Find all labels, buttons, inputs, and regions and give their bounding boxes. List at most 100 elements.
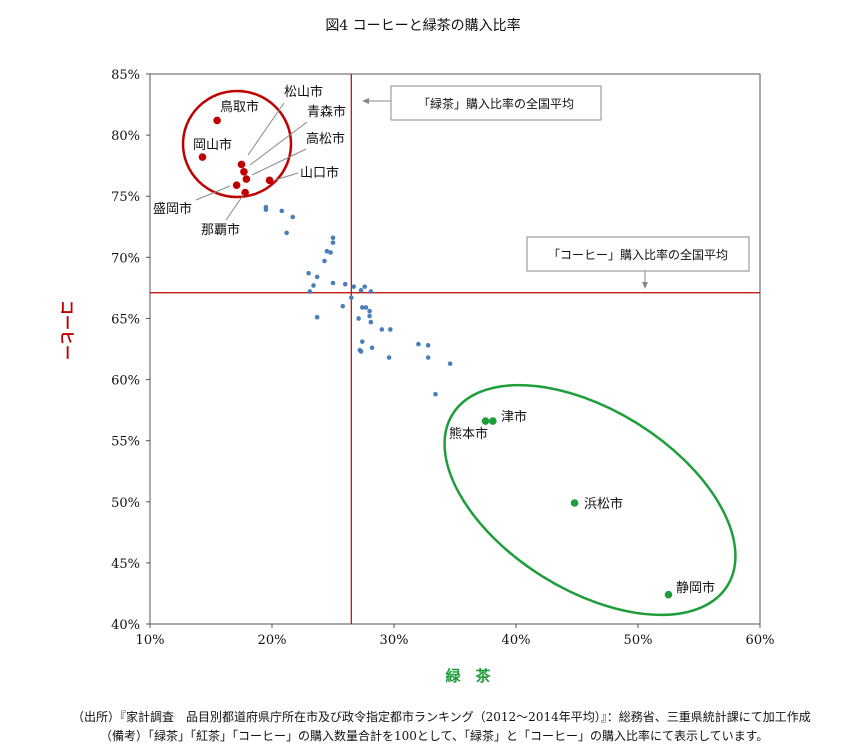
y-tick-label: 75% (111, 190, 140, 205)
data-point (284, 230, 289, 236)
data-point (351, 284, 357, 289)
label-leader-line (274, 172, 299, 181)
x-tick-label: 60% (746, 633, 775, 648)
data-point (330, 280, 336, 286)
data-point-red (265, 176, 274, 185)
data-point (358, 288, 364, 293)
x-tick-label: 10% (136, 633, 165, 648)
data-point (356, 316, 361, 321)
data-point (340, 303, 346, 309)
data-point-red (198, 153, 207, 161)
data-point (330, 235, 336, 241)
label-leader-line (247, 102, 285, 156)
y-tick-label: 45% (111, 557, 140, 572)
point-label: 岡山市 (193, 137, 232, 153)
y-tick-label: 65% (111, 312, 140, 327)
data-point (386, 355, 392, 360)
data-point (314, 314, 320, 320)
data-point (328, 250, 333, 255)
data-point-red (241, 188, 249, 197)
label-leader-line (195, 185, 231, 201)
label-leader-line (251, 148, 307, 176)
x-tick-label: 30% (380, 633, 409, 648)
y-tick-label: 55% (111, 435, 140, 450)
point-label: 浜松市 (584, 496, 623, 512)
point-label: 熊本市 (449, 426, 488, 442)
y-tick-label: 50% (111, 496, 140, 511)
data-point (367, 313, 372, 319)
y-tick-label: 40% (111, 618, 140, 633)
data-point (362, 284, 368, 289)
data-point (367, 308, 372, 314)
data-point (425, 343, 431, 348)
data-point (307, 289, 313, 294)
source-note: （出所）『家計調査 品目別都道府県庁所在市及び政令指定都市ランキング（2012～… (72, 710, 811, 724)
data-point (330, 240, 336, 245)
data-point (379, 327, 385, 332)
y-tick-label: 80% (111, 129, 140, 144)
scatter-chart: 図4 コーヒーと緑茶の購入比率 10% 20% 30% 40% 50% 60% 40% 45%… (58, 17, 775, 685)
data-point-red (240, 167, 248, 176)
y-axis-label: コーヒー (58, 300, 76, 360)
green-tea-average-callout (390, 85, 602, 121)
remarks-note: （備考）「緑茶」「紅茶」「コーヒー」の購入数量合計を100として、「緑茶」と「コ… (100, 729, 769, 743)
y-tick-label: 60% (111, 374, 140, 389)
data-point (359, 339, 365, 344)
x-tick-label: 50% (624, 633, 653, 648)
data-point-red (242, 175, 251, 183)
x-axis-label: 緑 茶 (445, 667, 491, 685)
plot-area (149, 73, 761, 625)
data-point (314, 274, 320, 280)
red-cluster-ellipse (181, 89, 293, 199)
label-leader-line (249, 121, 308, 166)
x-tick-label: 20% (258, 633, 287, 648)
data-point-red (213, 116, 221, 125)
data-point (363, 305, 369, 310)
data-point-red (237, 160, 246, 169)
coffee-average-callout-text: 「コーヒー」購入比率の全国平均 (548, 247, 728, 262)
data-point (388, 327, 393, 332)
point-label: 静岡市 (676, 580, 715, 596)
data-point (358, 349, 364, 354)
data-point-red (232, 181, 241, 190)
data-point (447, 361, 453, 366)
data-point (322, 258, 327, 264)
data-point (311, 283, 316, 288)
point-label: 高松市 (306, 131, 345, 147)
y-tick-label: 70% (111, 251, 140, 266)
point-label: 青森市 (307, 104, 346, 120)
point-label: 盛岡市 (153, 201, 192, 217)
data-point-green (570, 499, 579, 507)
coffee-callout-arrowhead (642, 282, 648, 289)
data-point (433, 391, 438, 397)
data-point (368, 319, 374, 325)
chart-title: 図4 コーヒーと緑茶の購入比率 (325, 17, 520, 34)
point-label: 津市 (501, 409, 527, 425)
coffee-average-callout (526, 236, 750, 272)
point-label: 山口市 (300, 165, 339, 181)
point-label: 那覇市 (201, 222, 240, 238)
data-point (349, 295, 354, 300)
data-point (263, 207, 269, 212)
data-point (369, 345, 375, 351)
data-point (306, 270, 311, 276)
data-point (342, 281, 348, 287)
green-tea-callout-arrowhead (362, 98, 369, 104)
x-tick-label: 40% (502, 633, 531, 648)
data-point-green (489, 417, 497, 425)
data-point (425, 355, 431, 360)
green-cluster-ellipse (443, 383, 737, 617)
data-point (368, 289, 374, 294)
green-tea-average-callout-text: 「緑茶」購入比率の全国平均 (418, 96, 574, 111)
data-point (290, 214, 296, 220)
data-point (359, 305, 365, 310)
point-label: 松山市 (284, 84, 323, 100)
label-leader-line (225, 193, 245, 221)
data-point (324, 248, 330, 254)
data-point-green (664, 590, 673, 599)
y-tick-label: 85% (111, 68, 140, 83)
data-point-green (481, 417, 490, 425)
point-label: 鳥取市 (220, 99, 259, 115)
data-point (279, 208, 285, 214)
data-point (416, 341, 421, 347)
